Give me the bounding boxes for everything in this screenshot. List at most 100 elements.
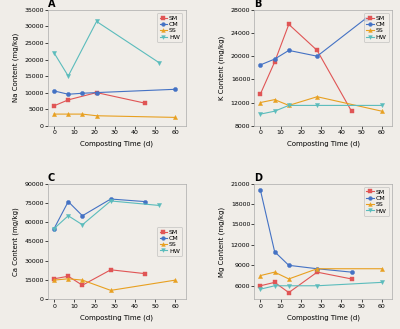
SM — [108, 268, 113, 272]
HW — [52, 51, 56, 55]
CM — [52, 89, 56, 93]
HW — [315, 103, 320, 107]
CM — [349, 270, 354, 274]
Legend: SM, CM, SS, HW: SM, CM, SS, HW — [157, 227, 182, 256]
SS — [173, 278, 178, 282]
Line: SS: SS — [52, 112, 178, 119]
Legend: SM, CM, SS, HW: SM, CM, SS, HW — [364, 13, 389, 42]
CM — [286, 263, 291, 267]
Line: SS: SS — [258, 266, 384, 281]
Line: SS: SS — [52, 277, 178, 292]
HW — [315, 284, 320, 288]
CM — [108, 197, 113, 201]
Line: CM: CM — [52, 197, 147, 231]
CM — [80, 91, 85, 95]
Legend: SM, CM, SS, HW: SM, CM, SS, HW — [157, 13, 182, 42]
SS — [66, 277, 71, 281]
SM — [315, 48, 320, 52]
SM — [66, 98, 71, 102]
SM — [52, 277, 56, 281]
CM — [363, 16, 368, 20]
CM — [173, 87, 178, 91]
Text: D: D — [254, 173, 262, 183]
SS — [272, 98, 277, 102]
Line: SM: SM — [258, 22, 354, 113]
HW — [258, 112, 263, 116]
HW — [380, 280, 384, 284]
CM — [315, 54, 320, 58]
CM — [258, 189, 263, 192]
SM — [94, 90, 99, 94]
HW — [52, 227, 56, 231]
Line: HW: HW — [258, 280, 384, 291]
SM — [52, 104, 56, 108]
CM — [258, 63, 263, 67]
SS — [173, 115, 178, 119]
HW — [286, 284, 291, 288]
X-axis label: Composting Time (d): Composting Time (d) — [287, 140, 360, 147]
HW — [258, 287, 263, 291]
SS — [315, 267, 320, 271]
SS — [52, 112, 56, 116]
CM — [315, 267, 320, 271]
SM — [272, 60, 277, 64]
Line: HW: HW — [258, 103, 384, 116]
HW — [66, 74, 71, 78]
SM — [349, 109, 354, 113]
SM — [286, 22, 291, 26]
SM — [80, 283, 85, 287]
CM — [272, 57, 277, 61]
Line: CM: CM — [258, 188, 354, 274]
Y-axis label: Mg Content (mg/kg): Mg Content (mg/kg) — [219, 206, 225, 277]
SS — [258, 274, 263, 278]
SS — [258, 101, 263, 105]
HW — [108, 199, 113, 203]
SM — [258, 284, 263, 288]
Line: CM: CM — [258, 16, 368, 67]
SS — [66, 112, 71, 116]
CM — [143, 200, 148, 204]
X-axis label: Composting Time (d): Composting Time (d) — [80, 314, 153, 321]
SM — [349, 277, 354, 281]
Y-axis label: Na Content (mg/kg): Na Content (mg/kg) — [12, 33, 19, 102]
HW — [272, 284, 277, 288]
SS — [108, 289, 113, 292]
HW — [272, 109, 277, 113]
SS — [286, 277, 291, 281]
SM — [143, 272, 148, 276]
HW — [157, 61, 162, 65]
CM — [66, 92, 71, 96]
Legend: SM, CM, SS, HW: SM, CM, SS, HW — [364, 187, 389, 216]
HW — [157, 203, 162, 207]
SS — [94, 114, 99, 118]
HW — [94, 19, 99, 23]
Line: HW: HW — [52, 199, 161, 231]
SS — [315, 95, 320, 99]
SM — [272, 280, 277, 284]
SS — [380, 267, 384, 271]
CM — [80, 214, 85, 218]
HW — [66, 214, 71, 218]
Text: B: B — [254, 0, 262, 9]
X-axis label: Composting Time (d): Composting Time (d) — [80, 140, 153, 147]
Line: HW: HW — [52, 19, 161, 78]
SS — [380, 109, 384, 113]
CM — [272, 250, 277, 254]
Line: SM: SM — [52, 268, 147, 287]
SS — [80, 278, 85, 282]
SS — [272, 270, 277, 274]
HW — [80, 223, 85, 227]
SM — [66, 274, 71, 278]
Text: C: C — [48, 173, 55, 183]
SS — [52, 278, 56, 282]
Text: A: A — [48, 0, 56, 9]
CM — [66, 200, 71, 204]
SM — [143, 101, 148, 105]
Line: SM: SM — [258, 270, 354, 295]
X-axis label: Composting Time (d): Composting Time (d) — [287, 314, 360, 321]
SS — [286, 103, 291, 107]
SM — [258, 92, 263, 96]
SS — [80, 112, 85, 116]
HW — [380, 103, 384, 107]
SM — [315, 270, 320, 274]
